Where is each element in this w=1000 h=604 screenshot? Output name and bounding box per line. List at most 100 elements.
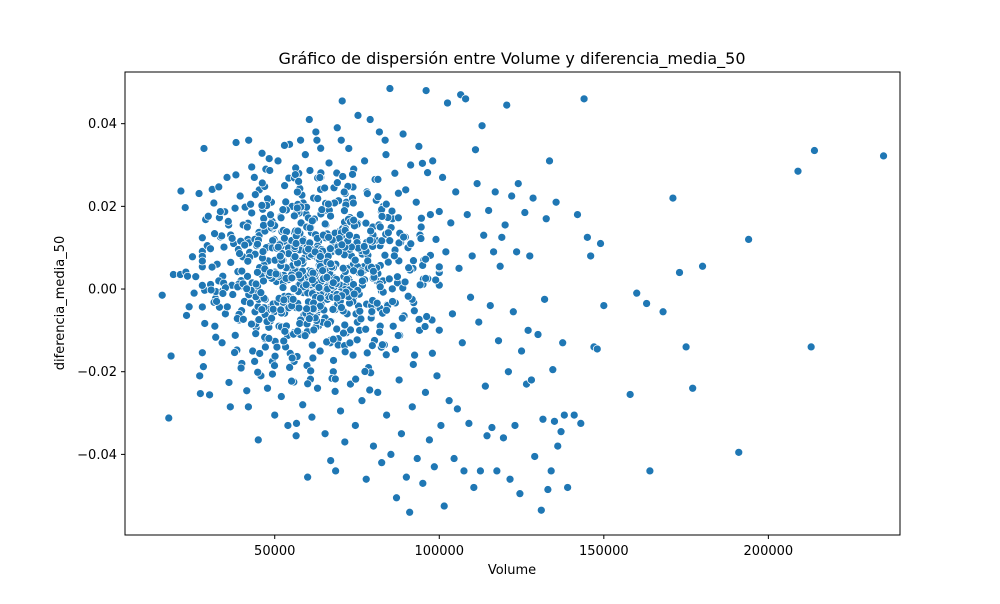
plot-frame <box>124 71 901 536</box>
scatter-point <box>240 240 250 250</box>
scatter-point <box>313 383 322 393</box>
scatter-point <box>517 346 526 356</box>
y-tick-label: −0.02 <box>77 365 117 380</box>
scatter-point <box>316 252 325 261</box>
scatter-point <box>298 400 308 410</box>
scatter-point <box>398 129 408 139</box>
scatter-point <box>449 454 459 463</box>
x-tick-label: 150000 <box>579 544 629 559</box>
scatter-point <box>304 115 314 124</box>
scatter-point <box>247 319 256 329</box>
scatter-point <box>454 263 464 273</box>
scatter-point <box>166 351 176 361</box>
scatter-point <box>541 214 551 224</box>
scatter-point <box>551 197 561 207</box>
scatter-point <box>386 450 396 459</box>
scatter-point <box>324 232 333 242</box>
scatter-point <box>438 173 447 182</box>
scatter-point <box>328 305 338 314</box>
scatter-point <box>184 302 194 312</box>
scatter-point <box>381 199 391 209</box>
scatter-point <box>313 194 323 203</box>
scatter-point <box>349 289 359 299</box>
scatter-point <box>207 262 217 272</box>
scatter-point <box>409 256 418 266</box>
scatter-point <box>397 429 406 439</box>
y-tick-label: −0.04 <box>77 448 117 463</box>
scatter-point <box>227 234 237 243</box>
scatter-point <box>443 98 452 108</box>
scatter-point <box>289 211 299 221</box>
scatter-point <box>416 222 426 232</box>
scatter-point <box>314 283 324 292</box>
scatter-point <box>223 217 233 226</box>
scatter-point <box>382 305 391 315</box>
scatter-point <box>810 146 819 155</box>
scatter-point <box>266 210 275 220</box>
scatter-point <box>563 483 572 492</box>
scatter-point <box>303 472 313 482</box>
scatter-point <box>316 143 326 153</box>
scatter-point <box>520 208 530 217</box>
scatter-point <box>373 175 383 184</box>
scatter-point <box>375 327 384 337</box>
scatter-point <box>393 331 403 340</box>
scatter-point <box>231 170 241 180</box>
scatter-point <box>303 379 313 389</box>
scatter-point <box>235 249 244 258</box>
scatter-point <box>291 431 301 441</box>
scatter-point <box>338 263 348 273</box>
scatter-point <box>326 456 336 465</box>
scatter-point <box>375 127 384 137</box>
scatter-point <box>337 96 347 106</box>
scatter-point <box>280 141 289 150</box>
scatter-point <box>415 280 425 290</box>
scatter-point <box>548 365 558 375</box>
scatter-point <box>276 213 286 223</box>
scatter-point <box>397 313 407 323</box>
scatter-point <box>390 168 400 178</box>
scatter-point <box>188 252 197 262</box>
scatter-point <box>423 168 432 178</box>
y-tick-label: 0.04 <box>88 117 117 132</box>
scatter-point <box>453 404 462 414</box>
scatter-point <box>439 501 449 511</box>
scatter-point <box>538 414 548 424</box>
scatter-point <box>388 321 398 331</box>
scatter-point <box>350 421 360 430</box>
scatter-point <box>267 313 276 323</box>
scatter-point <box>342 275 352 284</box>
scatter-point <box>382 410 391 420</box>
scatter-point <box>744 235 753 244</box>
scatter-point <box>218 289 228 298</box>
scatter-point <box>336 406 345 416</box>
scatter-point <box>238 314 248 324</box>
scatter-point <box>394 375 404 385</box>
scatter-point <box>320 219 330 229</box>
scatter-point <box>348 350 358 360</box>
scatter-point <box>421 274 431 283</box>
scatter-point <box>480 381 490 391</box>
scatter-point <box>246 199 255 209</box>
scatter-point <box>373 388 383 397</box>
scatter-point <box>337 240 347 250</box>
scatter-point <box>515 489 525 499</box>
scatter-point <box>306 366 316 376</box>
scatter-point <box>425 435 434 445</box>
x-tick-label: 100000 <box>414 544 464 559</box>
scatter-point <box>367 341 377 350</box>
scatter-point <box>349 215 359 225</box>
scatter-point <box>289 284 299 294</box>
scatter-point <box>457 338 467 348</box>
scatter-point <box>302 304 312 314</box>
scatter-point <box>348 169 357 179</box>
scatter-point <box>505 474 515 484</box>
scatter-point <box>476 466 485 476</box>
scatter-point <box>330 374 340 384</box>
scatter-point <box>429 462 439 472</box>
scatter-point <box>367 307 377 316</box>
y-axis: −0.04 −0.02 0.00 0.02 0.04 <box>77 117 125 463</box>
y-axis-label: diferencia_media_50 <box>53 236 68 371</box>
scatter-point <box>625 390 635 399</box>
scatter-point <box>164 413 174 423</box>
